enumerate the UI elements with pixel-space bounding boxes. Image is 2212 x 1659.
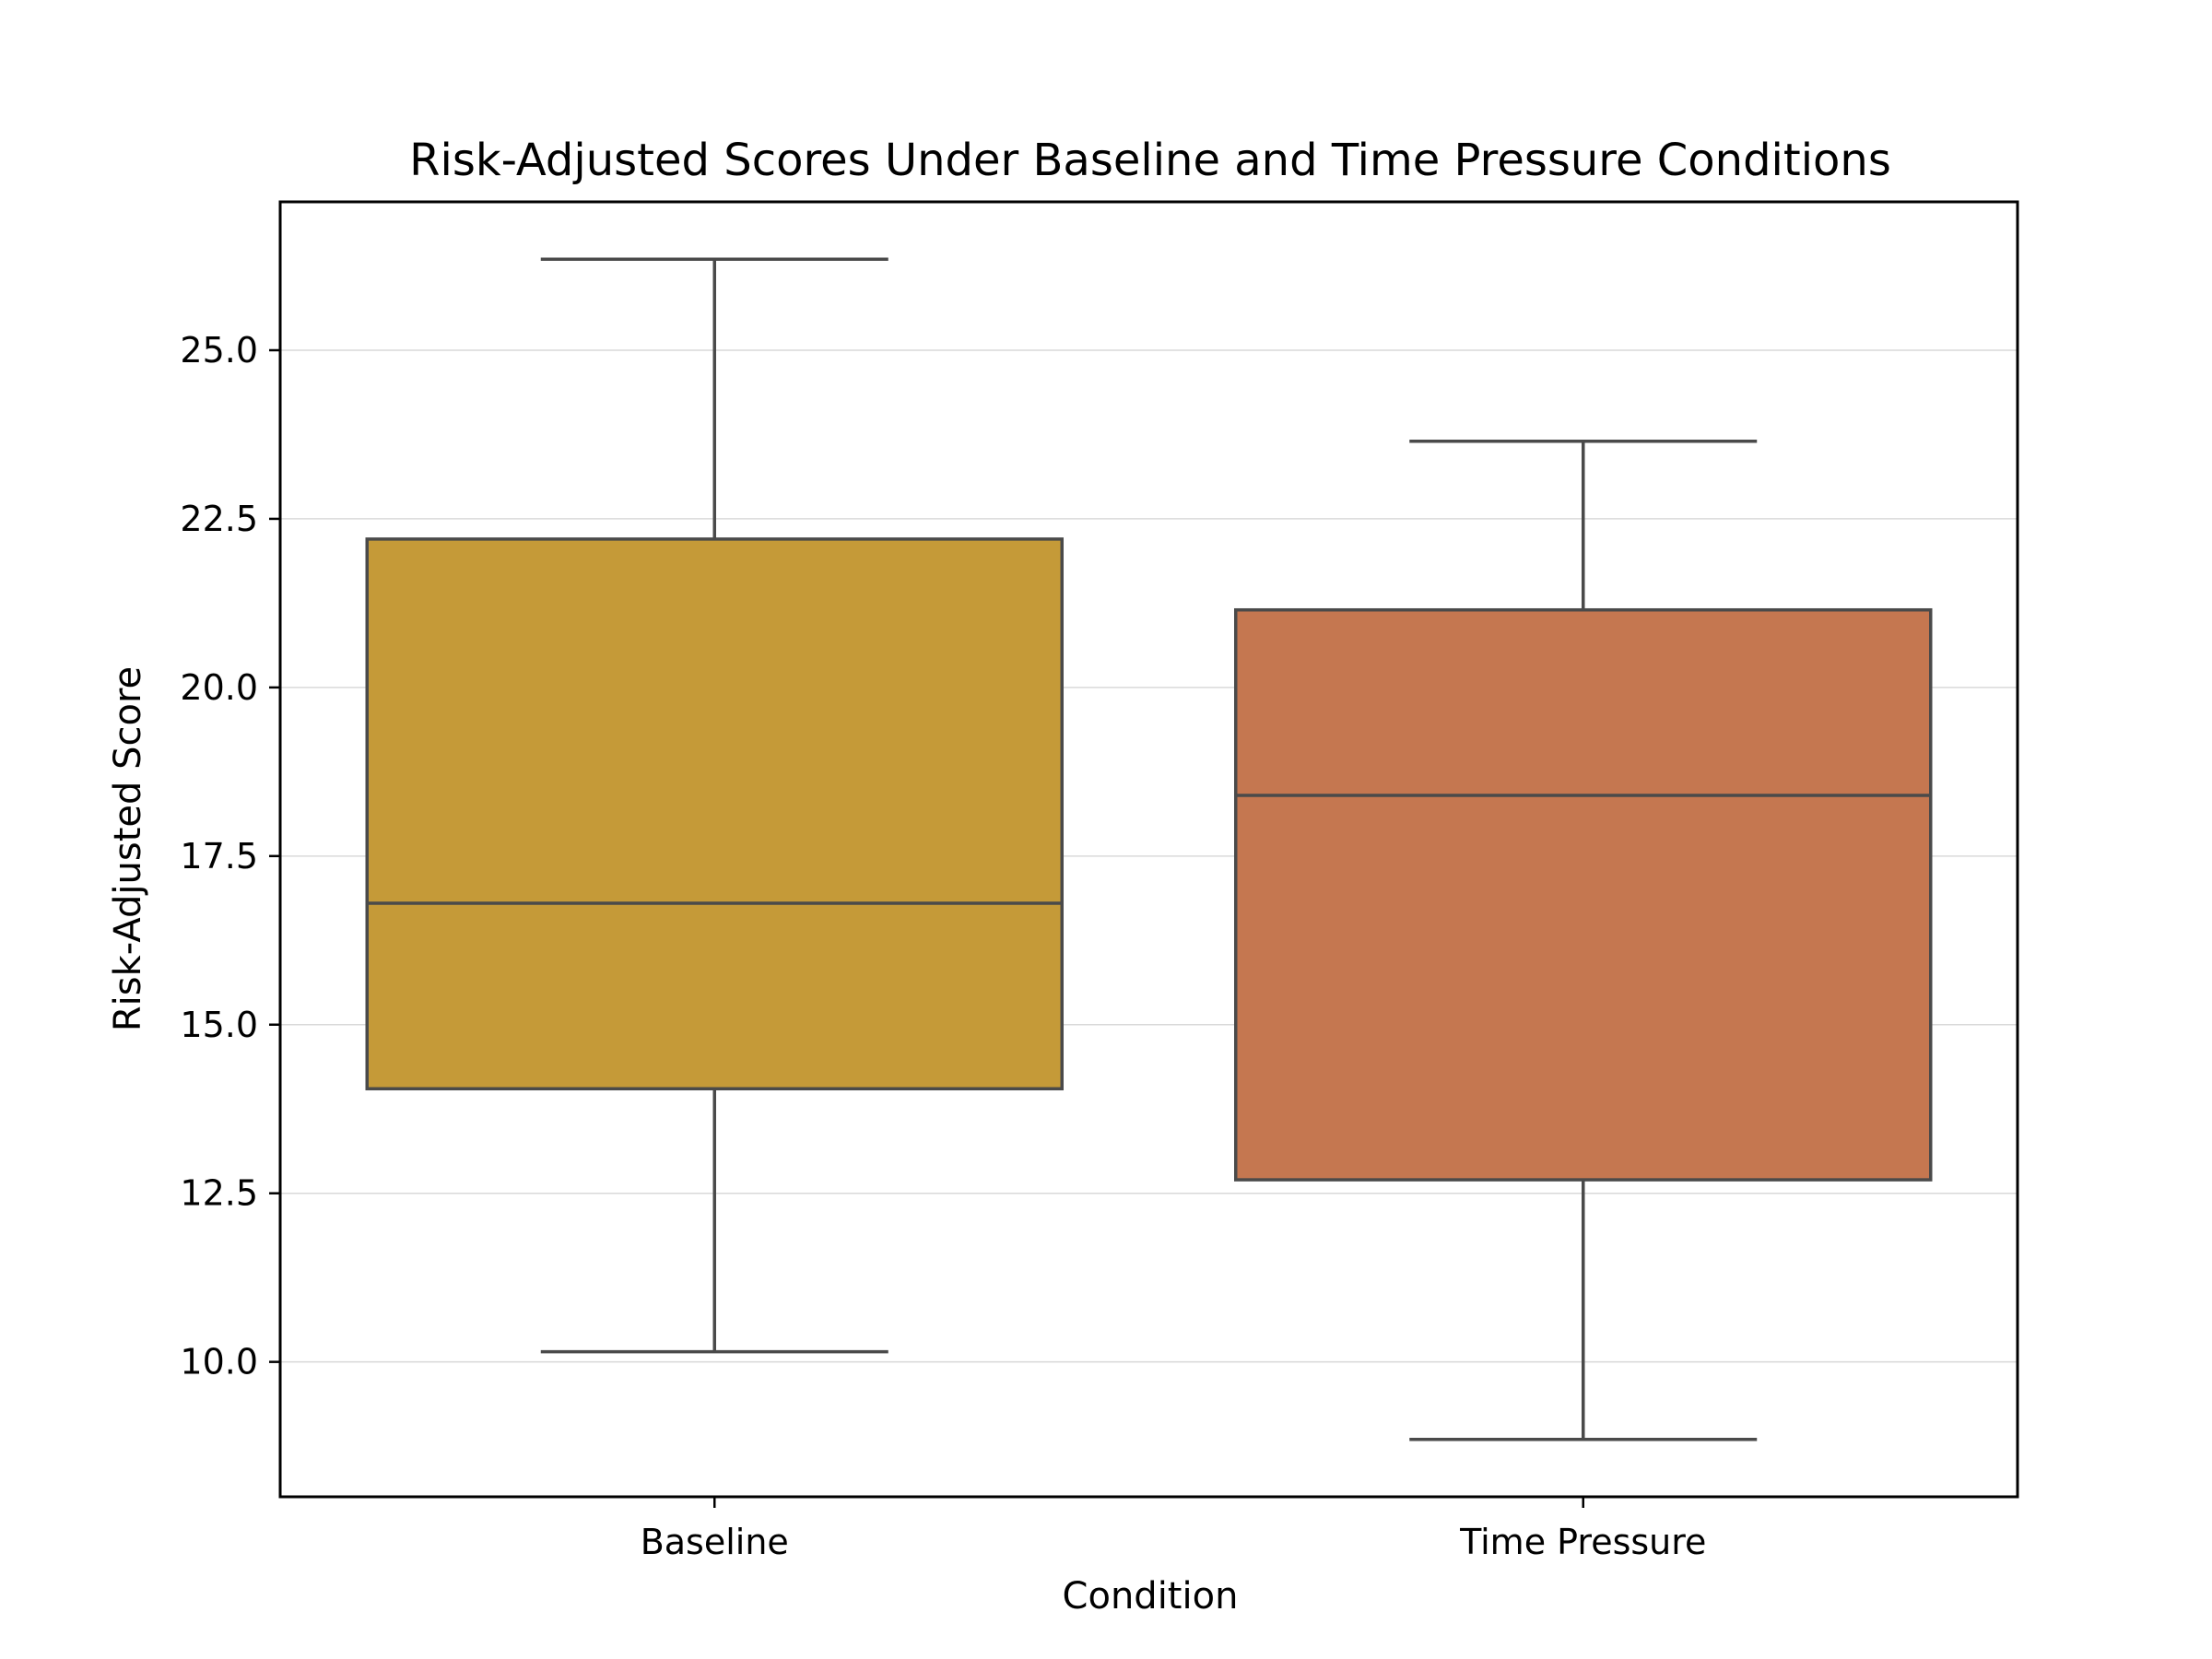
plot-frame	[278, 200, 2019, 1499]
y-tick-label: 20.0	[180, 667, 258, 708]
chart-title: Risk-Adjusted Scores Under Baseline and …	[409, 135, 1891, 186]
interquartile-box	[1234, 607, 1933, 1182]
box-time-pressure	[1234, 440, 1933, 1441]
y-axis-label: Risk-Adjusted Score	[107, 666, 149, 1031]
x-tick-label: Baseline	[641, 1522, 789, 1562]
box-baseline	[365, 257, 1064, 1354]
y-tick-label: 17.5	[180, 836, 258, 877]
y-tick-label: 22.5	[180, 499, 258, 539]
x-axis-label: Condition	[1063, 1575, 1239, 1618]
y-tick-label: 15.0	[180, 1005, 258, 1045]
box-series	[365, 257, 1933, 1441]
interquartile-box	[365, 537, 1064, 1091]
x-axis-ticks: Baseline Time Pressure	[641, 1497, 1706, 1562]
y-axis-ticks: 10.0 12.5 15.0 17.5 20.0 22.5 25.0	[180, 330, 280, 1382]
y-tick-label: 12.5	[180, 1173, 258, 1214]
y-tick-label: 10.0	[180, 1342, 258, 1382]
x-tick-label: Time Pressure	[1459, 1522, 1706, 1562]
y-tick-label: 25.0	[180, 330, 258, 371]
